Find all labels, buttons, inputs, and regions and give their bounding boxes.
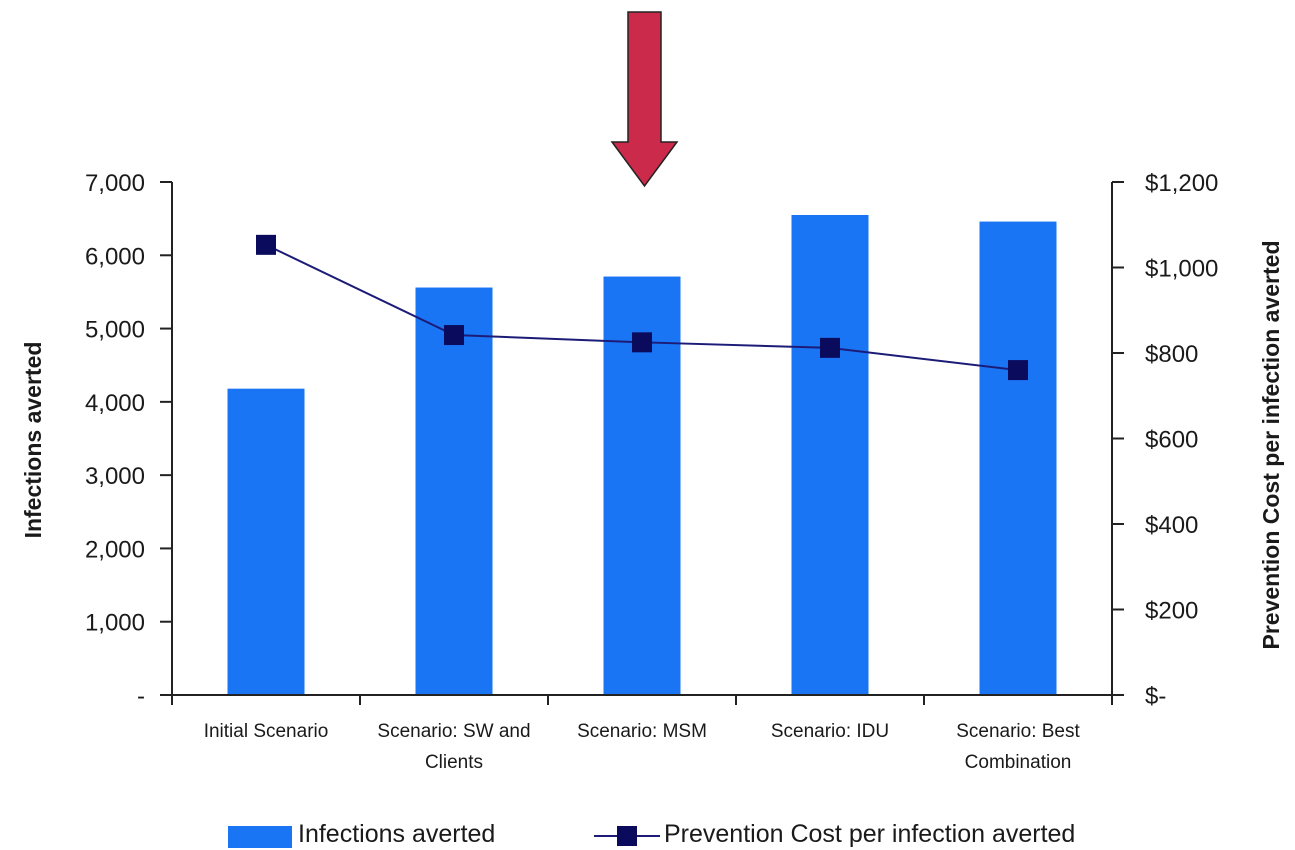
right-tick-label: $- — [1145, 683, 1166, 710]
bar-infections-averted — [416, 288, 493, 695]
right-tick-label: $200 — [1145, 598, 1198, 625]
bar-infections-averted — [980, 222, 1057, 695]
arrow-annotation-layer — [612, 12, 677, 186]
left-tick-label: 2,000 — [85, 536, 145, 563]
bar-infections-averted — [228, 389, 305, 695]
legend: Infections averted Prevention Cost per in… — [228, 820, 1075, 848]
legend-label-cost: Prevention Cost per infection averted — [664, 820, 1075, 848]
category-label: Scenario: IDU — [771, 721, 889, 742]
cost-point-marker — [632, 332, 652, 352]
category-label: Scenario: Best Combination — [956, 721, 1080, 773]
right-axis-title: Prevention Cost per infection averted — [1258, 241, 1284, 650]
left-tick-label: 6,000 — [85, 243, 145, 270]
cost-point-marker — [1008, 360, 1028, 380]
right-tick-label: $800 — [1145, 341, 1198, 368]
right-tick-label: $1,000 — [1145, 256, 1218, 283]
category-label: Scenario: MSM — [577, 721, 707, 742]
right-tick-label: $600 — [1145, 427, 1198, 454]
bar-infections-averted — [792, 215, 869, 695]
right-tick-label: $400 — [1145, 512, 1198, 539]
left-tick-label: 1,000 — [85, 610, 145, 637]
cost-point-marker — [444, 325, 464, 345]
left-axis-title: Infections averted — [20, 342, 46, 539]
right-tick-label: $1,200 — [1145, 170, 1218, 197]
red-down-arrow-icon — [612, 12, 677, 186]
left-tick-label: 4,000 — [85, 390, 145, 417]
cost-point-marker — [256, 235, 276, 255]
category-label: Scenario: SW and Clients — [377, 721, 530, 773]
legend-label-infections: Infections averted — [298, 820, 495, 848]
left-tick-label: 5,000 — [85, 317, 145, 344]
category-label: Initial Scenario — [204, 721, 329, 742]
left-tick-label: - — [137, 683, 145, 710]
legend-marker-swatch — [617, 826, 637, 846]
left-tick-label: 7,000 — [85, 170, 145, 197]
legend-bar-swatch — [228, 826, 292, 848]
cost-point-marker — [820, 338, 840, 358]
left-tick-label: 3,000 — [85, 463, 145, 490]
